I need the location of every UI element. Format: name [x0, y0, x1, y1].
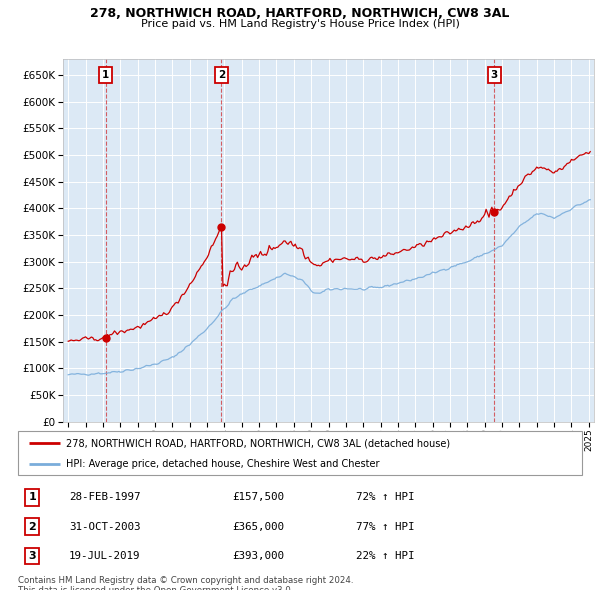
Text: 1: 1: [28, 492, 36, 502]
Text: 22% ↑ HPI: 22% ↑ HPI: [356, 551, 415, 561]
Text: 278, NORTHWICH ROAD, HARTFORD, NORTHWICH, CW8 3AL: 278, NORTHWICH ROAD, HARTFORD, NORTHWICH…: [91, 7, 509, 20]
Text: Price paid vs. HM Land Registry's House Price Index (HPI): Price paid vs. HM Land Registry's House …: [140, 19, 460, 29]
Text: 77% ↑ HPI: 77% ↑ HPI: [356, 522, 415, 532]
Text: 3: 3: [490, 70, 497, 80]
Text: 2: 2: [218, 70, 225, 80]
Text: Contains HM Land Registry data © Crown copyright and database right 2024.
This d: Contains HM Land Registry data © Crown c…: [18, 576, 353, 590]
Text: £365,000: £365,000: [232, 522, 284, 532]
Text: 28-FEB-1997: 28-FEB-1997: [69, 492, 140, 502]
Text: HPI: Average price, detached house, Cheshire West and Chester: HPI: Average price, detached house, Ches…: [66, 459, 379, 469]
Text: £393,000: £393,000: [232, 551, 284, 561]
Text: 2: 2: [28, 522, 36, 532]
Text: £157,500: £157,500: [232, 492, 284, 502]
Text: 19-JUL-2019: 19-JUL-2019: [69, 551, 140, 561]
Text: 1: 1: [102, 70, 109, 80]
Text: 3: 3: [28, 551, 36, 561]
Text: 72% ↑ HPI: 72% ↑ HPI: [356, 492, 415, 502]
Text: 278, NORTHWICH ROAD, HARTFORD, NORTHWICH, CW8 3AL (detached house): 278, NORTHWICH ROAD, HARTFORD, NORTHWICH…: [66, 438, 450, 448]
Text: 31-OCT-2003: 31-OCT-2003: [69, 522, 140, 532]
